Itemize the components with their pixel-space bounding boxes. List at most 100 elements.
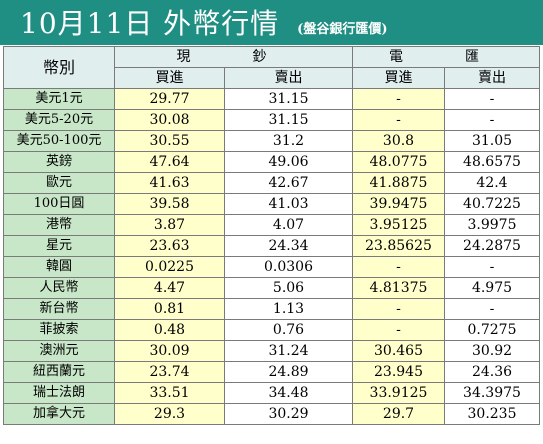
tt-sell-rate: 40.7225	[444, 193, 540, 215]
cash-buy-rate: 3.87	[114, 214, 225, 236]
tt-buy-rate: 30.465	[352, 340, 445, 362]
cash-sell-header: 賣出	[224, 67, 353, 89]
table-row: 澳洲元 30.09 31.24 30.465 30.92	[3, 340, 540, 362]
tt-sell-rate: 4.975	[444, 277, 540, 299]
tt-sell-rate: -	[444, 109, 540, 131]
tt-buy-rate: -	[352, 319, 445, 341]
tt-sell-rate: 34.3975	[444, 382, 540, 404]
cash-buy-rate: 0.0225	[114, 256, 225, 278]
rate-rows: 美元1元 29.77 31.15- - 美元5-20元 30.08 31.15- - 美元50-…	[3, 88, 540, 425]
tt-sell-rate: 24.36	[444, 361, 540, 383]
cash-sell-rate: 24.34	[224, 235, 353, 257]
table-row: 新台幣 0.81 1.13- -	[3, 298, 540, 320]
bank-source-label: (盤谷銀行匯價)	[297, 22, 388, 37]
tt-sell-rate: -	[444, 88, 540, 110]
tt-buy-rate: 29.7	[352, 403, 445, 425]
currency-name: 歐元	[3, 172, 115, 194]
currency-name: 100日圓	[3, 193, 115, 215]
cash-sell-rate: 24.89	[224, 361, 353, 383]
cash-buy-rate: 30.08	[114, 109, 225, 131]
tt-buy-rate: 3.95125	[352, 214, 445, 236]
telegraphic-transfer-group-header: 電 匯	[352, 46, 540, 68]
currency-name: 新台幣	[3, 298, 115, 320]
cash-sell-rate: 5.06	[224, 277, 353, 299]
table-row: 美元5-20元 30.08 31.15- -	[3, 109, 540, 131]
cash-buy-rate: 23.63	[114, 235, 225, 257]
cash-sell-rate: 1.13	[224, 298, 353, 320]
cash-buy-rate: 41.63	[114, 172, 225, 194]
tt-buy-rate: 48.0775	[352, 151, 445, 173]
cash-sell-rate: 30.29	[224, 403, 353, 425]
cash-buy-rate: 29.77	[114, 88, 225, 110]
cash-buy-rate: 0.48	[114, 319, 225, 341]
tt-sell-rate: -	[444, 298, 540, 320]
table-row: 菲披索 0.48 0.76-0.7275	[3, 319, 540, 341]
cash-sell-rate: 4.07	[224, 214, 353, 236]
currency-name: 英鎊	[3, 151, 115, 173]
tt-buy-header: 買進	[352, 67, 445, 89]
currency-column-header: 幣別	[3, 46, 115, 89]
tt-sell-rate: 30.92	[444, 340, 540, 362]
table-row: 加拿大元 29.3 30.29 29.7 30.235	[3, 403, 540, 425]
title-banner: 10月11日 外幣行情 (盤谷銀行匯價)	[0, 0, 543, 45]
tt-buy-rate: -	[352, 256, 445, 278]
currency-name: 菲披索	[3, 319, 115, 341]
tt-sell-rate: 3.9975	[444, 214, 540, 236]
table-row: 美元1元 29.77 31.15- -	[3, 88, 540, 110]
cash-sell-rate: 49.06	[224, 151, 353, 173]
cash-buy-rate: 0.81	[114, 298, 225, 320]
cash-sell-rate: 31.2	[224, 130, 353, 152]
page-title: 10月11日 外幣行情	[20, 7, 280, 40]
tt-sell-header: 賣出	[444, 67, 540, 89]
tt-buy-rate: -	[352, 298, 445, 320]
tt-sell-rate: 30.235	[444, 403, 540, 425]
currency-name: 美元5-20元	[3, 109, 115, 131]
tt-buy-rate: -	[352, 88, 445, 110]
table-row: 紐西蘭元 23.74 24.89 23.945 24.36	[3, 361, 540, 383]
cash-sell-rate: 34.48	[224, 382, 353, 404]
currency-name: 澳洲元	[3, 340, 115, 362]
currency-name: 美元50-100元	[3, 130, 115, 152]
tt-buy-rate: 4.81375	[352, 277, 445, 299]
currency-name: 紐西蘭元	[3, 361, 115, 383]
cash-buy-rate: 30.55	[114, 130, 225, 152]
cash-sell-rate: 31.15	[224, 109, 353, 131]
tt-buy-rate: 30.8	[352, 130, 445, 152]
table-row: 美元50-100元 30.55 31.2 30.8 31.05	[3, 130, 540, 152]
cash-buy-rate: 39.58	[114, 193, 225, 215]
cash-sell-rate: 31.24	[224, 340, 353, 362]
table-row: 韓圓 0.0225 0.0306- -	[3, 256, 540, 278]
cash-sell-rate: 42.67	[224, 172, 353, 194]
tt-buy-rate: 39.9475	[352, 193, 445, 215]
cash-buy-header: 買進	[114, 67, 225, 89]
tt-sell-rate: 31.05	[444, 130, 540, 152]
table-row: 英鎊 47.64 49.06 48.0775 48.6575	[3, 151, 540, 173]
rate-table: 幣別 現 鈔 電 匯 買進 賣出 買進 賣出 美元1元 29.77 31.15- - 美…	[3, 46, 540, 425]
cash-buy-rate: 23.74	[114, 361, 225, 383]
table-row: 星元 23.63 24.34 23.85625 24.2875	[3, 235, 540, 257]
currency-name: 加拿大元	[3, 403, 115, 425]
tt-buy-rate: 33.9125	[352, 382, 445, 404]
cash-buy-rate: 30.09	[114, 340, 225, 362]
cash-sell-rate: 31.15	[224, 88, 353, 110]
currency-name: 韓圓	[3, 256, 115, 278]
tt-buy-rate: -	[352, 109, 445, 131]
table-row: 人民幣 4.47 5.06 4.81375 4.975	[3, 277, 540, 299]
currency-name: 美元1元	[3, 88, 115, 110]
tt-buy-rate: 41.8875	[352, 172, 445, 194]
cash-sell-rate: 41.03	[224, 193, 353, 215]
table-row: 瑞士法朗 33.51 34.48 33.9125 34.3975	[3, 382, 540, 404]
cash-buy-rate: 4.47	[114, 277, 225, 299]
tt-sell-rate: -	[444, 256, 540, 278]
tt-sell-rate: 24.2875	[444, 235, 540, 257]
tt-buy-rate: 23.945	[352, 361, 445, 383]
cash-sell-rate: 0.76	[224, 319, 353, 341]
currency-name: 瑞士法朗	[3, 382, 115, 404]
cash-buy-rate: 47.64	[114, 151, 225, 173]
cash-sell-rate: 0.0306	[224, 256, 353, 278]
tt-sell-rate: 0.7275	[444, 319, 540, 341]
table-row: 歐元 41.63 42.67 41.8875 42.4	[3, 172, 540, 194]
tt-sell-rate: 42.4	[444, 172, 540, 194]
currency-name: 人民幣	[3, 277, 115, 299]
